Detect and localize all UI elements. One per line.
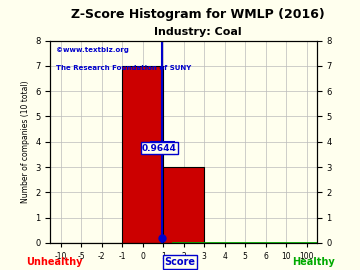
Text: Industry: Coal: Industry: Coal (154, 27, 242, 37)
Text: Z-Score Histogram for WMLP (2016): Z-Score Histogram for WMLP (2016) (71, 8, 325, 21)
Text: Healthy: Healthy (292, 257, 334, 267)
Text: 0.9644: 0.9644 (142, 144, 177, 153)
Text: The Research Foundation of SUNY: The Research Foundation of SUNY (56, 65, 191, 71)
Y-axis label: Number of companies (10 total): Number of companies (10 total) (21, 80, 30, 203)
Bar (122, 66, 163, 243)
Text: ©www.textbiz.org: ©www.textbiz.org (56, 46, 129, 53)
Text: Unhealthy: Unhealthy (26, 257, 82, 267)
Text: Score: Score (165, 257, 195, 267)
Bar (163, 167, 204, 243)
